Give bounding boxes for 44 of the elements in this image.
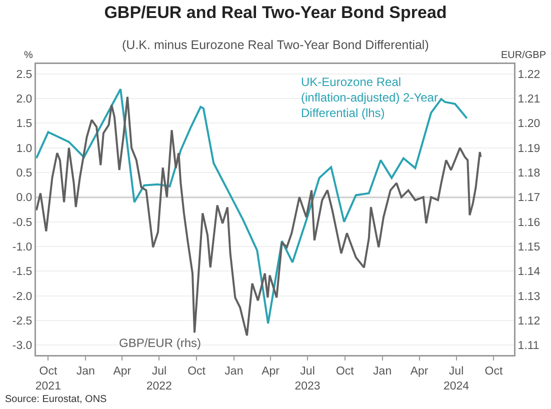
x-tick-label: Apr [113, 365, 132, 378]
y-tick-label: -2.0 [12, 290, 32, 303]
y-tick-label: -1.5 [12, 266, 32, 278]
x-tick-label: Jan [224, 365, 244, 378]
x-tick-label: Jan [76, 365, 95, 378]
y2-axis-title: EUR/GBP [501, 50, 546, 61]
y2-tick-label: 1.13 [518, 290, 540, 303]
y2-tick-label: 1.11 [518, 340, 540, 352]
chart-title: GBP/EUR and Real Two-Year Bond Spread [104, 3, 447, 22]
y-tick-label: -0.5 [12, 216, 32, 229]
x-tick-label: Jul 2023 [294, 365, 320, 392]
y-tick-label: 2.5 [16, 68, 32, 81]
y-tick-label: 1.5 [16, 118, 32, 130]
series-label: UK-Eurozone Real (inflation-adjusted) 2-Year Differential (lhs) [301, 75, 438, 120]
y2-tick-label: 1.21 [518, 94, 540, 106]
x-tick-label: Oct [188, 365, 206, 378]
y2-tick-label: 1.16 [518, 216, 540, 229]
y-tick-label: 1.0 [16, 142, 32, 155]
x-tick-label: Jul 2022 [146, 365, 172, 392]
y-tick-label: 2.0 [16, 94, 32, 106]
x-tick-label: Apr [410, 365, 428, 378]
y-tick-label: 0.0 [16, 192, 32, 204]
x-tick-label: Jul 2024 [443, 365, 470, 392]
y2-tick-label: 1.19 [518, 142, 540, 155]
y-tick-label: -1.0 [12, 242, 32, 254]
x-tick-label: Oct 2021 [35, 365, 61, 392]
y-axis-title: % [24, 50, 33, 61]
x-tick-label: Apr [262, 365, 280, 378]
x-tick-label: Jan [373, 365, 392, 378]
y2-tick-label: 1.15 [518, 242, 540, 254]
y2-tick-label: 1.12 [518, 315, 540, 328]
chart-subtitle: (U.K. minus Eurozone Real Two-Year Bond Differential) [122, 38, 429, 52]
y-tick-label: 0.5 [16, 168, 32, 180]
y2-tick-label: 1.22 [518, 68, 540, 81]
y-tick-label: -3.0 [12, 340, 32, 352]
series-label: GBP/EUR (rhs) [119, 336, 202, 350]
y2-tick-label: 1.20 [518, 118, 540, 130]
y2-tick-label: 1.18 [518, 168, 540, 180]
y2-tick-label: 1.17 [518, 192, 540, 204]
x-tick-label: Oct [336, 365, 355, 378]
y2-tick-label: 1.14 [518, 266, 541, 278]
source-note: Source: Eurostat, ONS [5, 394, 108, 405]
x-tick-label: Oct [484, 365, 504, 378]
y-tick-label: -2.5 [12, 315, 32, 328]
